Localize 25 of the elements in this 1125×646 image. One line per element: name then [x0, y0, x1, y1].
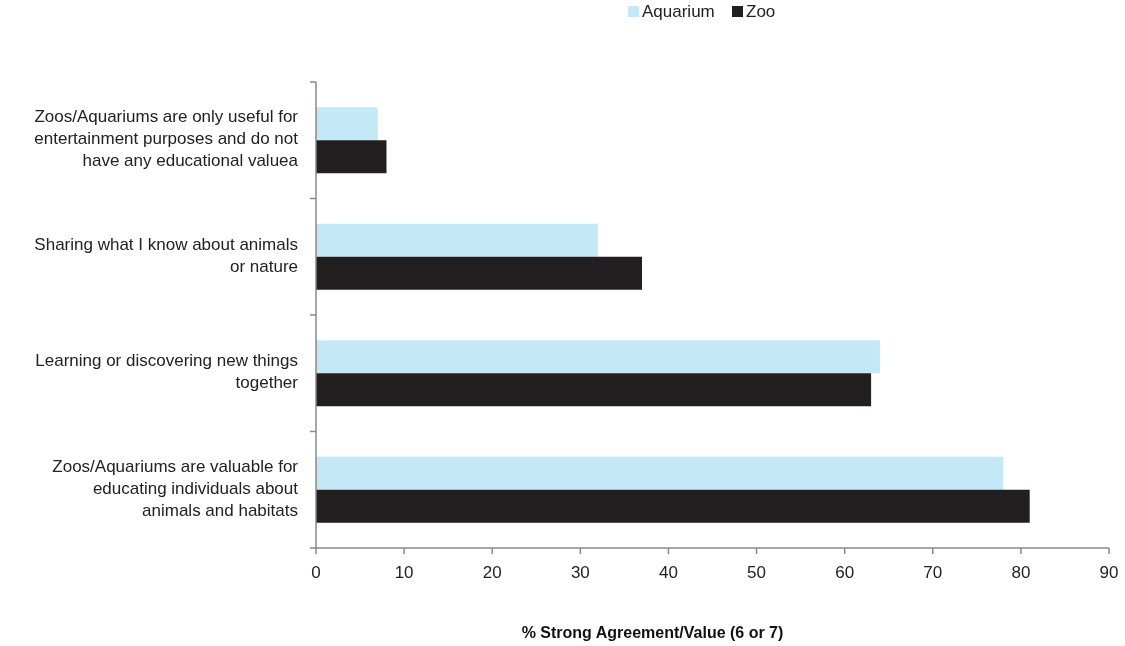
- x-tick-label: 90: [1099, 563, 1119, 582]
- x-tick-label: 70: [923, 563, 943, 582]
- x-tick-label: 10: [394, 563, 414, 582]
- bar: [316, 223, 598, 257]
- x-tick-label: 0: [311, 563, 321, 582]
- x-tick-label: 40: [658, 563, 678, 582]
- y-tick-label: Learning or discovering new things together: [35, 351, 299, 393]
- y-tick-label: Sharing what I know about animals or nature: [34, 235, 298, 277]
- bar: [316, 107, 378, 141]
- x-tick-label: 30: [570, 563, 590, 582]
- bar: [316, 340, 880, 374]
- x-tick-label: 80: [1011, 563, 1031, 582]
- x-tick-label: 60: [835, 563, 855, 582]
- bar: [316, 373, 872, 407]
- bar: [316, 489, 1030, 523]
- bar: [316, 256, 643, 290]
- x-tick-label: 50: [747, 563, 767, 582]
- legend-label: Aquarium: [642, 2, 715, 21]
- legend-label: Zoo: [746, 2, 776, 21]
- x-tick-label: 20: [482, 563, 502, 582]
- bar: [316, 456, 1004, 490]
- bar: [316, 140, 387, 174]
- y-tick-label: Zoos/Aquariums are only useful for entertainment purposes and do not have any educational valuea: [34, 107, 299, 171]
- y-tick-label: Zoos/Aquariums are valuable for educating individuals about animals and habitats: [52, 457, 299, 521]
- x-axis-title: % Strong Agreement/Value (6 or 7): [521, 624, 784, 641]
